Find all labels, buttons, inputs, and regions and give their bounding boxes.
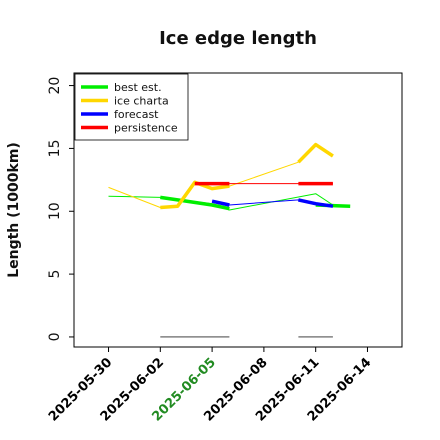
legend-label: forecast bbox=[114, 108, 159, 121]
series-line-ice-charta-5 bbox=[297, 142, 334, 164]
plot-frame bbox=[73, 72, 403, 348]
y-tick-label: 15 bbox=[47, 139, 63, 157]
y-axis-ticks: 0 5 10 15 20 bbox=[47, 77, 74, 341]
series-line-ice-charta-3 bbox=[108, 144, 334, 208]
y-axis-label: Length (1000km) bbox=[6, 142, 22, 278]
x-axis-ticks: 2025-05-302025-06-022025-06-052025-06-08… bbox=[46, 347, 374, 425]
chart-title: Ice edge length bbox=[159, 28, 317, 49]
legend-label: best est. bbox=[114, 81, 162, 94]
series-line-forecast-8 bbox=[298, 198, 334, 208]
y-tick-label: 20 bbox=[47, 77, 63, 95]
series-line-forecast-7 bbox=[211, 199, 230, 207]
legend-label: ice charta bbox=[114, 94, 169, 107]
y-tick-label: 0 bbox=[47, 332, 63, 341]
legend-label: persistence bbox=[114, 121, 178, 134]
plot-lines bbox=[108, 142, 351, 338]
series-line-best-est-1 bbox=[160, 195, 230, 211]
y-tick-label: 5 bbox=[47, 270, 63, 279]
y-tick-label: 10 bbox=[47, 202, 63, 220]
